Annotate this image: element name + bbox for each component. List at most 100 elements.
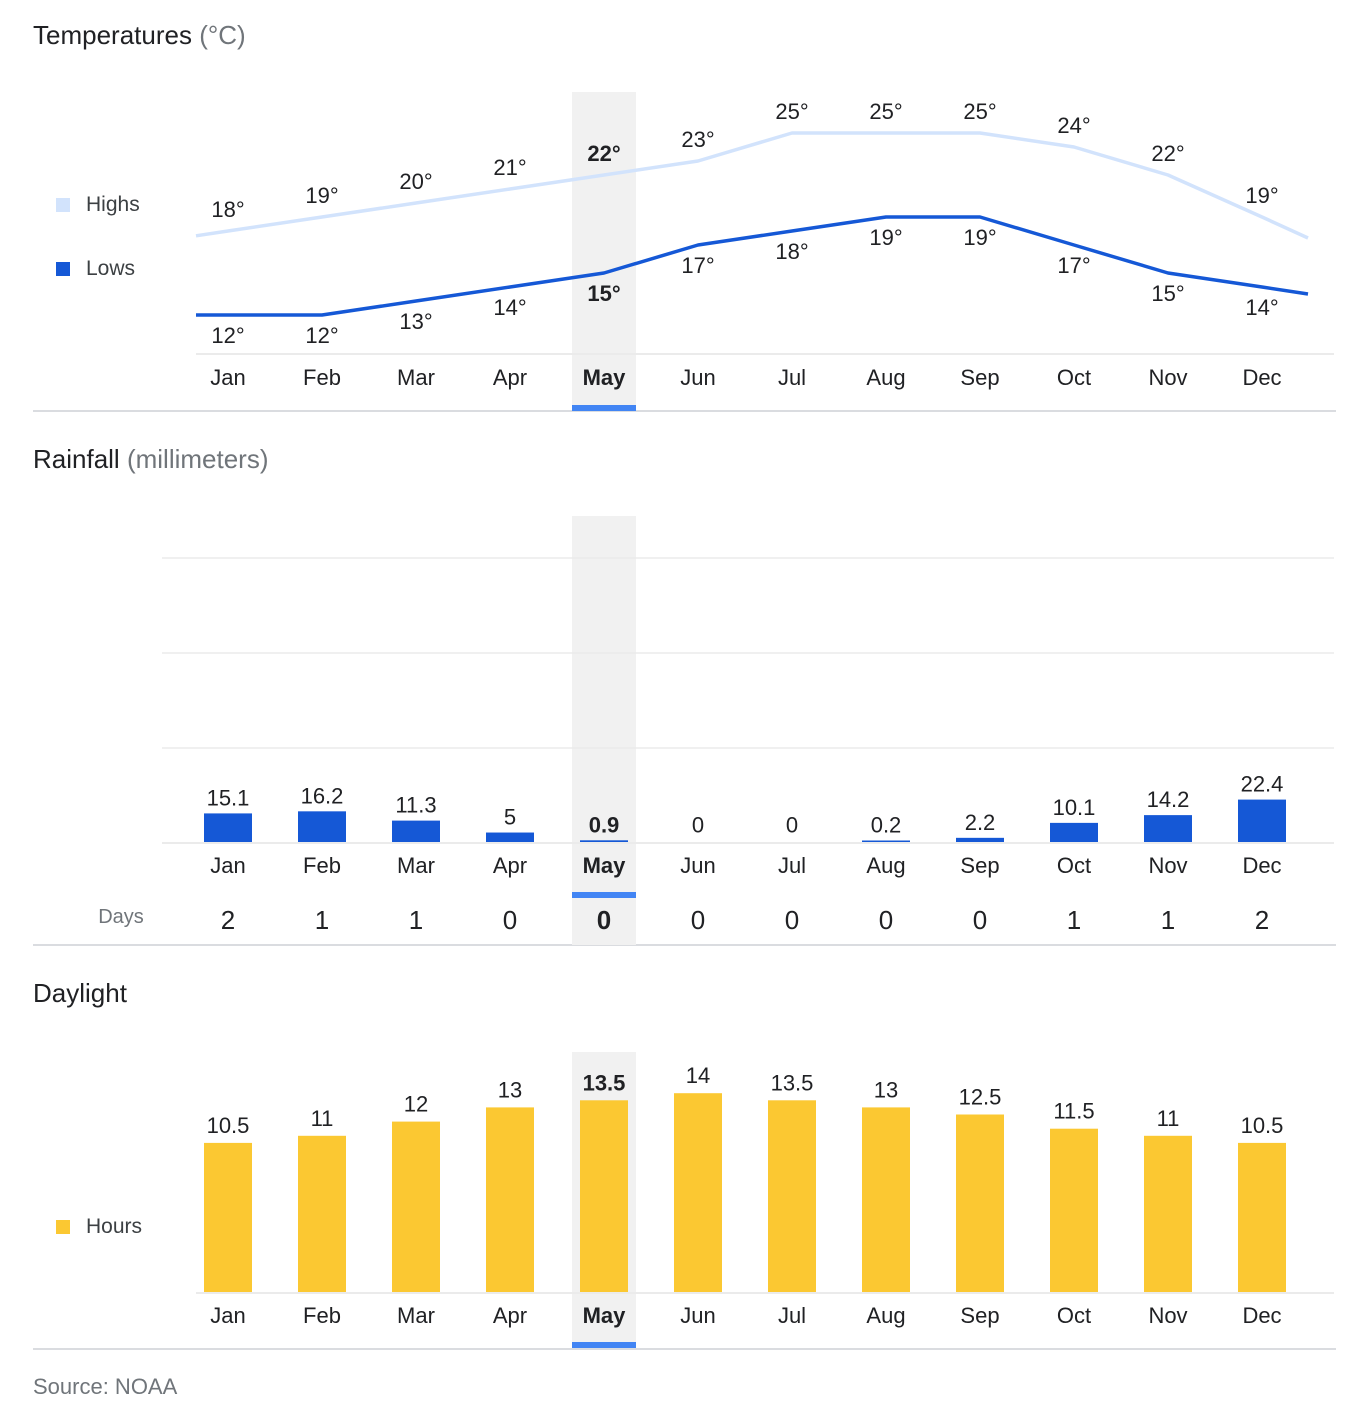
rain-days-value: 0 xyxy=(597,905,611,935)
rainfall-month-label: Dec xyxy=(1242,853,1281,878)
daylight-month-label: Jul xyxy=(778,1303,806,1328)
low-label: 14° xyxy=(493,295,526,320)
daylight-value-label: 11.5 xyxy=(1053,1099,1094,1124)
rain-days-value: 0 xyxy=(503,905,517,935)
rainfall-bar xyxy=(1238,799,1286,842)
lows-swatch xyxy=(56,262,70,276)
legend-hours-label: Hours xyxy=(86,1215,143,1238)
daylight-month-label: Mar xyxy=(397,1303,435,1328)
daylight-bar xyxy=(486,1107,534,1292)
daylight-month-label: Jan xyxy=(210,1303,245,1328)
rainfall-bar xyxy=(298,811,346,842)
selected-month-indicator xyxy=(572,405,636,411)
rainfall-bar xyxy=(204,813,252,842)
high-label: 21° xyxy=(493,155,526,180)
high-label: 23° xyxy=(681,127,714,152)
temperature-title: Temperatures (°C) xyxy=(33,20,246,51)
legend-highs: Highs xyxy=(56,193,140,217)
rainfall-month-label: Aug xyxy=(866,853,905,878)
high-label: 25° xyxy=(775,99,808,124)
selected-month-indicator xyxy=(572,892,636,898)
rain-days-value: 0 xyxy=(879,905,893,935)
daylight-value-label: 14 xyxy=(686,1063,710,1088)
high-label: 19° xyxy=(305,183,338,208)
highs-swatch xyxy=(56,198,70,212)
rain-days-value: 1 xyxy=(1067,905,1081,935)
rainfall-bar xyxy=(392,820,440,842)
temperature-month-label: Oct xyxy=(1057,365,1091,390)
rainfall-title-text: Rainfall xyxy=(33,444,120,474)
daylight-value-label: 10.5 xyxy=(1241,1113,1284,1138)
selected-month-band xyxy=(572,92,636,408)
low-label: 19° xyxy=(869,225,902,250)
daylight-bar xyxy=(862,1107,910,1292)
daylight-value-label: 12.5 xyxy=(959,1085,1002,1110)
rain-days-value: 2 xyxy=(1255,905,1269,935)
daylight-bar xyxy=(298,1135,346,1292)
daylight-month-label: Feb xyxy=(303,1303,341,1328)
temperature-month-label: Jun xyxy=(680,365,715,390)
rainfall-unit: (millimeters) xyxy=(126,444,269,474)
rainfall-month-label: Sep xyxy=(960,853,999,878)
rain-days-value: 0 xyxy=(785,905,799,935)
rainfall-month-label: Jul xyxy=(778,853,806,878)
legend-lows: Lows xyxy=(56,257,135,281)
high-label: 19° xyxy=(1245,183,1278,208)
low-label: 19° xyxy=(963,225,996,250)
rainfall-value-label: 14.2 xyxy=(1147,787,1190,812)
low-label: 13° xyxy=(399,309,432,334)
high-label: 24° xyxy=(1057,113,1090,138)
rainfall-value-label: 5 xyxy=(504,805,516,830)
temperature-title-text: Temperatures xyxy=(33,20,192,50)
daylight-month-label: Dec xyxy=(1242,1303,1281,1328)
rainfall-month-label: Oct xyxy=(1057,853,1091,878)
rain-days-value: 0 xyxy=(691,905,705,935)
high-label: 22° xyxy=(1151,141,1184,166)
daylight-value-label: 12 xyxy=(404,1092,428,1117)
rainfall-month-label: May xyxy=(583,853,627,878)
source-note: Source: NOAA xyxy=(33,1374,178,1399)
temperature-month-label: Sep xyxy=(960,365,999,390)
low-label: 15° xyxy=(587,281,620,306)
daylight-bar xyxy=(1238,1142,1286,1292)
daylight-value-label: 13.5 xyxy=(583,1070,626,1095)
high-label: 25° xyxy=(963,99,996,124)
daylight-value-label: 11 xyxy=(311,1106,334,1131)
daylight-value-label: 10.5 xyxy=(207,1113,250,1138)
rainfall-bar xyxy=(956,837,1004,842)
days-label: Days xyxy=(98,906,144,928)
daylight-month-label: Apr xyxy=(493,1303,527,1328)
highs-line xyxy=(195,131,1309,240)
rainfall-value-label: 16.2 xyxy=(301,783,344,808)
daylight-bar xyxy=(392,1121,440,1292)
rainfall-month-label: Jun xyxy=(680,853,715,878)
rainfall-value-label: 15.1 xyxy=(207,785,250,810)
rainfall-bar xyxy=(1144,815,1192,842)
temperature-month-label: May xyxy=(583,365,627,390)
daylight-bar xyxy=(1050,1128,1098,1292)
temperature-month-label: Apr xyxy=(493,365,527,390)
rainfall-bar xyxy=(862,840,910,842)
rainfall-value-label: 22.4 xyxy=(1241,772,1284,797)
rainfall-month-label: Jan xyxy=(210,853,245,878)
rainfall-month-label: Apr xyxy=(493,853,527,878)
daylight-month-label: Aug xyxy=(866,1303,905,1328)
temperature-month-label: Mar xyxy=(397,365,435,390)
high-label: 18° xyxy=(211,197,244,222)
daylight-bar xyxy=(956,1114,1004,1292)
daylight-month-label: Jun xyxy=(680,1303,715,1328)
selected-month-indicator xyxy=(572,1342,636,1348)
rainfall-value-label: 0 xyxy=(692,813,704,838)
rainfall-value-label: 10.1 xyxy=(1053,795,1096,820)
high-label: 20° xyxy=(399,169,432,194)
rainfall-month-label: Feb xyxy=(303,853,341,878)
rainfall-value-label: 0.9 xyxy=(589,812,620,837)
hours-swatch xyxy=(56,1220,70,1234)
rainfall-bar xyxy=(580,840,628,842)
rainfall-month-label: Mar xyxy=(397,853,435,878)
rainfall-month-label: Nov xyxy=(1148,853,1187,878)
low-label: 18° xyxy=(775,239,808,264)
rainfall-value-label: 2.2 xyxy=(965,810,996,835)
daylight-bar xyxy=(204,1142,252,1292)
